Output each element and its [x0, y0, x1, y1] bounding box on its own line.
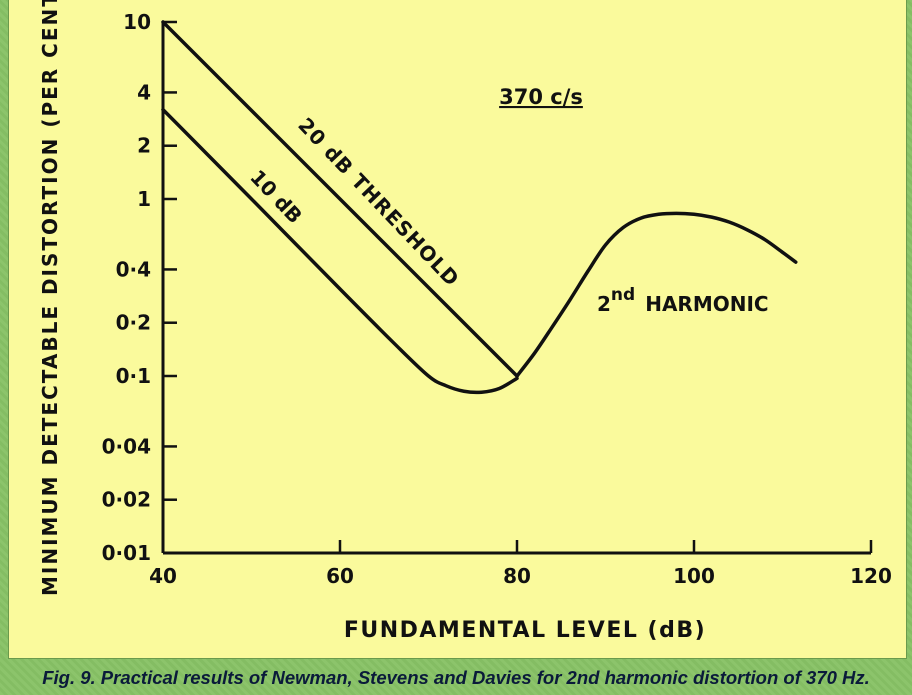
x-tick-label: 100	[673, 564, 715, 588]
y-tick-label: 1	[137, 187, 151, 211]
plot-panel: 40 60 80 100 120 10 4 2 1 0·4 0·2 0·1 0·04 0·02 0·01 F…	[9, 0, 906, 658]
y-tick-label: 0·01	[102, 541, 151, 565]
y-tick-label: 2	[137, 134, 151, 158]
x-tick-label: 60	[326, 564, 354, 588]
y-axis-title: MINIMUM DETECTABLE DISTORTION (PER CENT)	[38, 0, 62, 596]
axes: 40 60 80 100 120 10 4 2 1 0·4 0·2 0·1 0·04 0·02 0·01	[102, 10, 892, 588]
series-layer	[161, 20, 798, 395]
label-10db: 10 dB	[245, 165, 307, 228]
x-tick-label: 120	[850, 564, 892, 588]
y-tick-label: 0·4	[116, 257, 151, 281]
chart-title: 370 c/s	[499, 85, 583, 109]
series-2nd-harmonic	[515, 211, 798, 378]
label-2nd-harmonic: 2nd HARMONIC	[597, 285, 769, 316]
x-tick-label: 40	[149, 564, 177, 588]
y-tick-label: 10	[123, 10, 151, 34]
y-tick-label: 0·02	[102, 488, 151, 512]
y-tick-label: 4	[137, 80, 151, 104]
chart: 40 60 80 100 120 10 4 2 1 0·4 0·2 0·1 0·04 0·02 0·01 F…	[38, 0, 892, 643]
y-tick-label: 0·1	[116, 364, 151, 388]
y-tick-label: 0·04	[102, 434, 151, 458]
x-tick-label: 80	[503, 564, 531, 588]
series-20db-threshold	[161, 20, 519, 378]
series-10db	[161, 107, 519, 395]
figure-caption: Fig. 9. Practical results of Newman, Ste…	[42, 667, 870, 688]
y-tick-label: 0·2	[116, 311, 151, 335]
label-20db-threshold: 20 dB THRESHOLD	[293, 113, 464, 291]
x-axis-title: FUNDAMENTAL LEVEL (dB)	[344, 618, 706, 643]
